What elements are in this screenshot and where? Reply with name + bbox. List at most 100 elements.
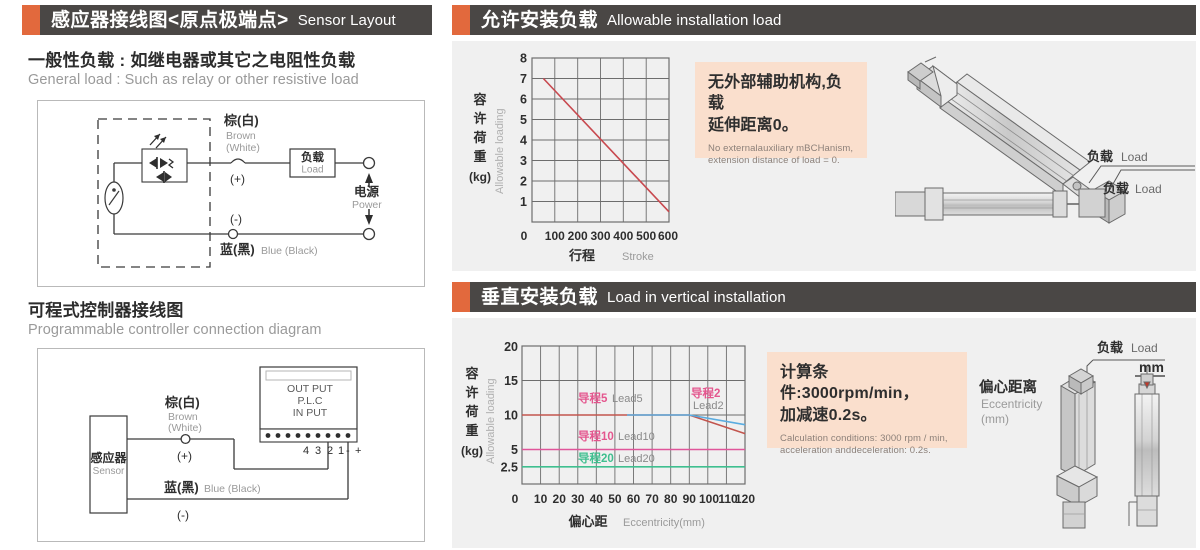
plc-terminal-label-3: 3: [315, 445, 321, 457]
chart1-xtick-300: 300: [590, 229, 610, 243]
chart2-ytick-10: 10: [504, 409, 518, 423]
sensor-block-label-cn: 感应器: [90, 450, 127, 465]
section-title-allowable-cn: 允许安装负载: [481, 9, 599, 31]
terminal-minus-circle: [227, 228, 239, 240]
vertical-load-illustration: 负载 Load mm 偏心距离 Eccentricity (mm): [975, 336, 1197, 548]
general-load-title-cn: 一般性负载 : 如继电器或其它之电阻性负载: [28, 51, 356, 70]
chart1-xlabel-cn: 行程: [568, 248, 595, 263]
svg-text:重: 重: [473, 149, 486, 164]
load-box: [289, 148, 336, 178]
chart2-xtick-110: 110: [718, 492, 738, 506]
chart2-ylabel-cn: 容许 荷重 (kg): [461, 366, 483, 458]
chart2-xtick-20: 20: [553, 492, 567, 506]
led-diode-icon: [149, 158, 157, 168]
plc-diagram-title: 可程式控制器接线图 Programmable controller connec…: [28, 296, 428, 338]
illus1-load-label-en-2: Load: [1135, 182, 1162, 196]
chart2-label-lead5-en: Lead5: [612, 393, 643, 405]
chart2-xlabel-cn: 偏心距: [568, 514, 607, 529]
actuator-horizontal: [895, 187, 1106, 221]
vertical-actuator-left: [1055, 368, 1099, 529]
chart2-xtick-100: 100: [699, 492, 719, 506]
svg-text:容: 容: [464, 366, 478, 381]
chart2-xtick-90: 90: [683, 492, 697, 506]
general-load-title-en: General load : Such as relay or other re…: [28, 72, 359, 88]
note-allowable-cn-1: 无外部辅助机构,负载: [708, 74, 843, 113]
note-vertical-cn-1: 计算条件:3000rpm/min，: [780, 364, 919, 403]
section-title-en: Sensor Layout: [297, 11, 396, 29]
chart1-xtick-100: 100: [545, 229, 565, 243]
chart1-ylabel-unit: (kg): [469, 170, 491, 184]
note-vertical-en-2: acceleration anddeceleration: 0.2s.: [780, 445, 931, 457]
sensor-enclosure-dashed: [97, 118, 211, 268]
lower-diode-icon: [156, 172, 164, 182]
chart2-xtick-80: 80: [664, 492, 678, 506]
plc-input-label: IN PUT: [293, 407, 328, 419]
section-title-vertical-cn: 垂直安装负载: [481, 286, 599, 308]
power-arrow-down-head: [365, 215, 373, 225]
section-header-sensor-layout: 感应器接线图<原点极端点> Sensor Layout: [22, 5, 432, 35]
terminal-plus-arc: [230, 158, 246, 164]
load-box-label-en: Load: [301, 165, 323, 176]
plc-name-label: P.L.C: [298, 395, 323, 407]
led-arrow-2-head: [160, 137, 166, 143]
chart1-xtick-400: 400: [613, 229, 633, 243]
chart2-ylabel-unit: (kg): [461, 444, 483, 458]
chart2-xtick-30: 30: [571, 492, 585, 506]
plc-output-label: OUT PUT: [287, 383, 333, 395]
photo-element-dot: [112, 188, 116, 192]
vertical-load-chart-svg: 导程5 Lead5 导程2 Lead2 导程10 Lead10 导程20 Lea…: [461, 340, 755, 529]
vertical-actuator-right: [1128, 366, 1160, 527]
svg-text:容: 容: [472, 92, 486, 107]
chart2-ytick-2p5: 2.5: [501, 461, 518, 475]
section-header-vertical-load: 垂直安装负载 Load in vertical installation: [452, 282, 1196, 312]
general-load-title: 一般性负载 : 如继电器或其它之电阻性负载 General load : Suc…: [28, 46, 428, 88]
plc-polarity-plus: (+): [177, 449, 192, 463]
svg-text:重: 重: [465, 423, 478, 438]
accent-block: [22, 5, 40, 35]
illus2-ecc-label-en: Eccentricity: [981, 397, 1042, 411]
chart1-ytick-1: 1: [520, 195, 527, 209]
plc-title-cn: 可程式控制器接线图: [28, 301, 184, 320]
chart2-xtick-0: 0: [512, 492, 519, 506]
polarity-minus-label: (-): [230, 212, 242, 226]
illus2-ecc-label-cn: 偏心距离: [979, 378, 1037, 396]
note-vertical-en-1: Calculation conditions: 3000 rpm / min,: [780, 432, 948, 444]
chart2-label-lead10-en: Lead10: [618, 431, 655, 443]
illus1-load-label-cn-1: 负载: [1087, 149, 1113, 164]
led-zigzag: [167, 158, 175, 169]
section-title-allowable-en: Allowable installation load: [607, 11, 782, 29]
blue-wire-label-cn: 蓝(黑): [220, 242, 255, 257]
chart1-ytick-7: 7: [520, 72, 527, 86]
section-title-vertical-en: Load in vertical installation: [607, 288, 786, 306]
plc-brown-label-cn: 棕(白): [164, 395, 200, 410]
chart2-label-lead2-cn: 导程2: [691, 386, 720, 400]
illus1-load-label-cn-2b: 负载: [1103, 181, 1129, 196]
general-load-circuit-svg: 负载 Load 棕(白) Brown (White) (+) (-) 蓝(黑) …: [97, 113, 382, 268]
allowable-load-illustration: 负载 Load 负载 负载 Load: [895, 48, 1195, 268]
load-box-label-cn: 负载: [301, 150, 324, 164]
blue-wire-label-en: Blue (Black): [261, 245, 318, 257]
chart2-label-lead20-cn: 导程20: [578, 451, 614, 465]
vertical-actuator-illustration-svg: 负载 Load mm 偏心距离 Eccentricity (mm): [979, 340, 1165, 529]
chart1-series-line: [542, 77, 670, 213]
chart1-ylabel-en: Allowable loading: [494, 108, 506, 194]
power-label-en: Power: [352, 199, 382, 211]
accent-block-vertical: [452, 282, 470, 312]
chart2-xtick-50: 50: [608, 492, 622, 506]
illus2-mm-label: mm: [1139, 359, 1164, 375]
polarity-plus-label: (+): [230, 172, 245, 186]
header-bar-vertical: 垂直安装负载 Load in vertical installation: [470, 282, 1196, 312]
note-allowable-en-2: extension distance of load = 0.: [708, 155, 840, 167]
chart1-ytick-8: 8: [520, 52, 527, 66]
plc-blue-label-en: Blue (Black): [204, 483, 261, 495]
chart1-ytick-5: 5: [520, 113, 527, 127]
chart1-x-ticks: 0 100 200 300 400 500 600: [521, 229, 679, 243]
chart1-xtick-500: 500: [636, 229, 656, 243]
brown-wire-label-cn: 棕(白): [223, 113, 259, 128]
allowable-load-chart-svg: 8 7 6 5 4 3 2 1 0 100 200 300 400 500 60…: [469, 52, 679, 264]
illus2-load-label-en: Load: [1131, 341, 1158, 355]
power-label-cn: 电源: [354, 184, 380, 199]
chart2-ytick-5: 5: [511, 443, 518, 457]
brown-wire-label-en-1: Brown: [226, 130, 256, 142]
